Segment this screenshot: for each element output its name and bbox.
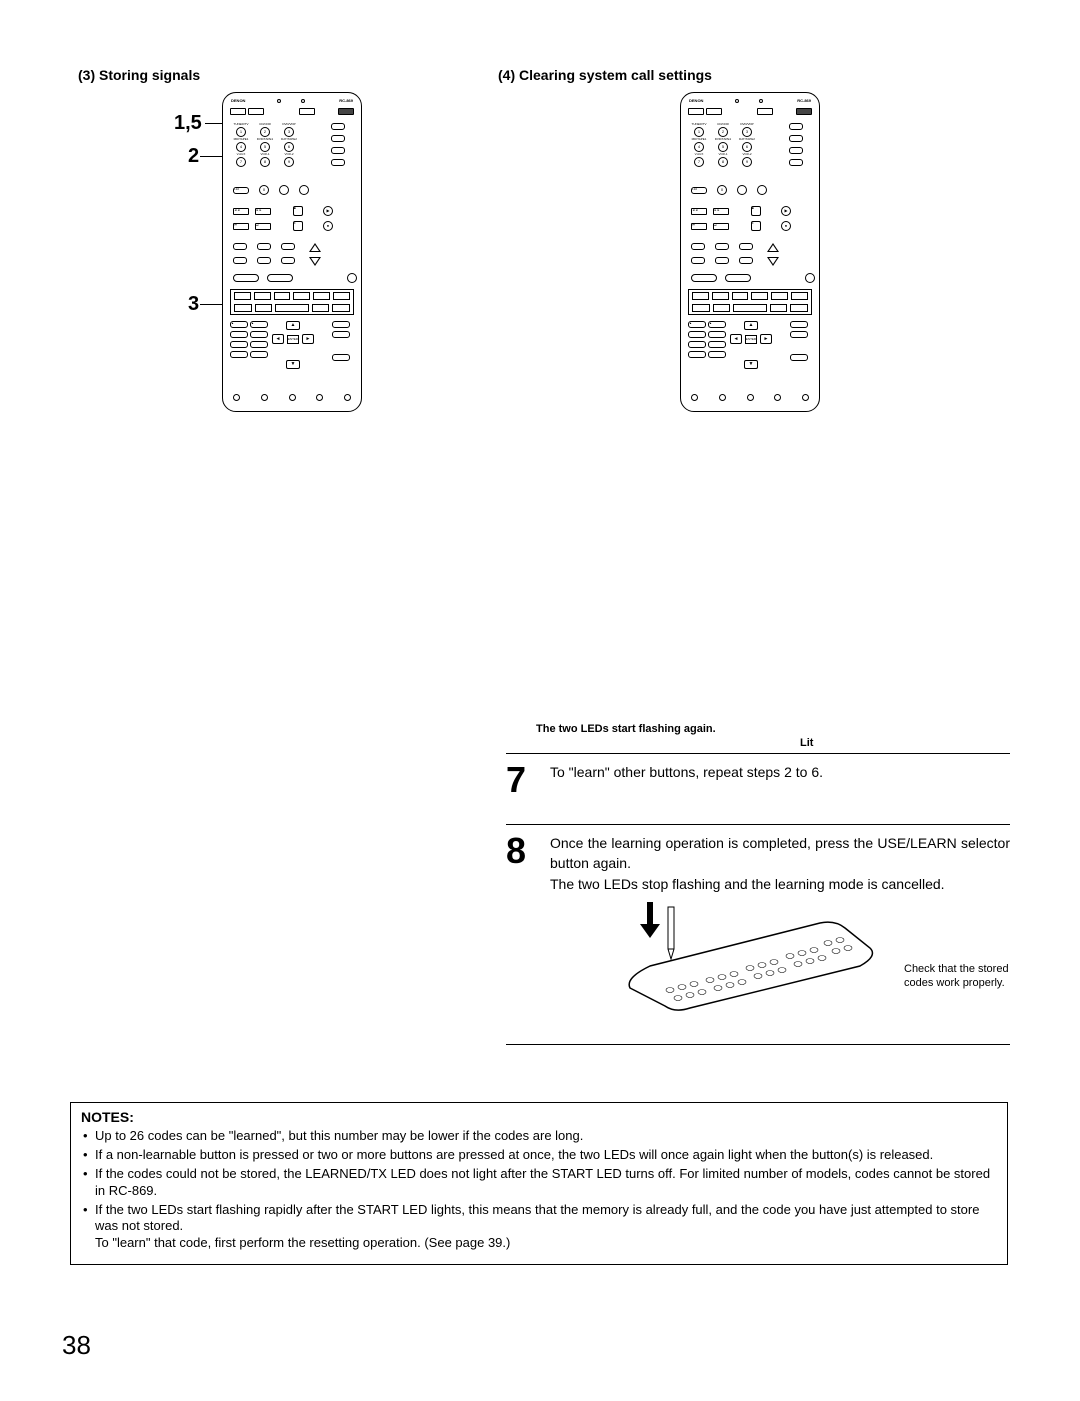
annotation-lit: Lit — [800, 737, 813, 749]
remote-brand: DENON — [689, 99, 703, 103]
check-note: Check that the stored codes work properl… — [904, 962, 1009, 991]
section-3-title: (3) Storing signals — [78, 67, 200, 83]
remote-model: RC-869 — [339, 99, 353, 103]
led-icon — [735, 99, 739, 103]
step-text: Once the learning operation is completed… — [550, 833, 1010, 1030]
notes-box: NOTES: Up to 26 codes can be "learned", … — [70, 1102, 1008, 1265]
remote-model: RC-869 — [797, 99, 811, 103]
number-pad: TUNER/TV1 CD/CDR2 DVD/VDP3 MD/TAPE14 DVD… — [231, 123, 299, 168]
page-number: 38 — [62, 1330, 91, 1361]
step8-illustration: Check that the stored codes work properl… — [550, 900, 1010, 1030]
callout-2: 2 — [188, 145, 199, 168]
callout-3: 3 — [188, 293, 199, 316]
remote-illustration-right: DENON RC-869 TUNER/TV1 CD/CDR2 DVD/VDP3 … — [680, 92, 820, 412]
step-7: 7 To "learn" other buttons, repeat steps… — [506, 753, 1010, 812]
note-item: If the codes could not be stored, the LE… — [81, 1166, 997, 1200]
note-item: If the two LEDs start flashing rapidly a… — [81, 1202, 997, 1253]
annotation-leds-flashing: The two LEDs start flashing again. — [536, 723, 716, 735]
remote-illustration-left: DENON RC-869 TUNER/TV1 CD/CDR2 DVD/VDP3 … — [222, 92, 362, 412]
remote-perspective-icon — [620, 918, 880, 1013]
control-mode-section — [230, 289, 354, 315]
callout-1-5: 1,5 — [174, 112, 202, 135]
note-item: Up to 26 codes can be "learned", but thi… — [81, 1128, 997, 1145]
section-4-title: (4) Clearing system call settings — [498, 67, 712, 83]
note-item: If a non-learnable button is pressed or … — [81, 1147, 997, 1164]
remote-brand: DENON — [231, 99, 245, 103]
notes-title: NOTES: — [81, 1109, 997, 1125]
step-number: 7 — [506, 762, 536, 798]
step-8: 8 Once the learning operation is complet… — [506, 824, 1010, 1045]
right-column — [331, 123, 345, 166]
step-number: 8 — [506, 833, 536, 1030]
led-icon — [301, 99, 305, 103]
led-icon — [759, 99, 763, 103]
step-text: To "learn" other buttons, repeat steps 2… — [550, 762, 1010, 798]
led-icon — [277, 99, 281, 103]
